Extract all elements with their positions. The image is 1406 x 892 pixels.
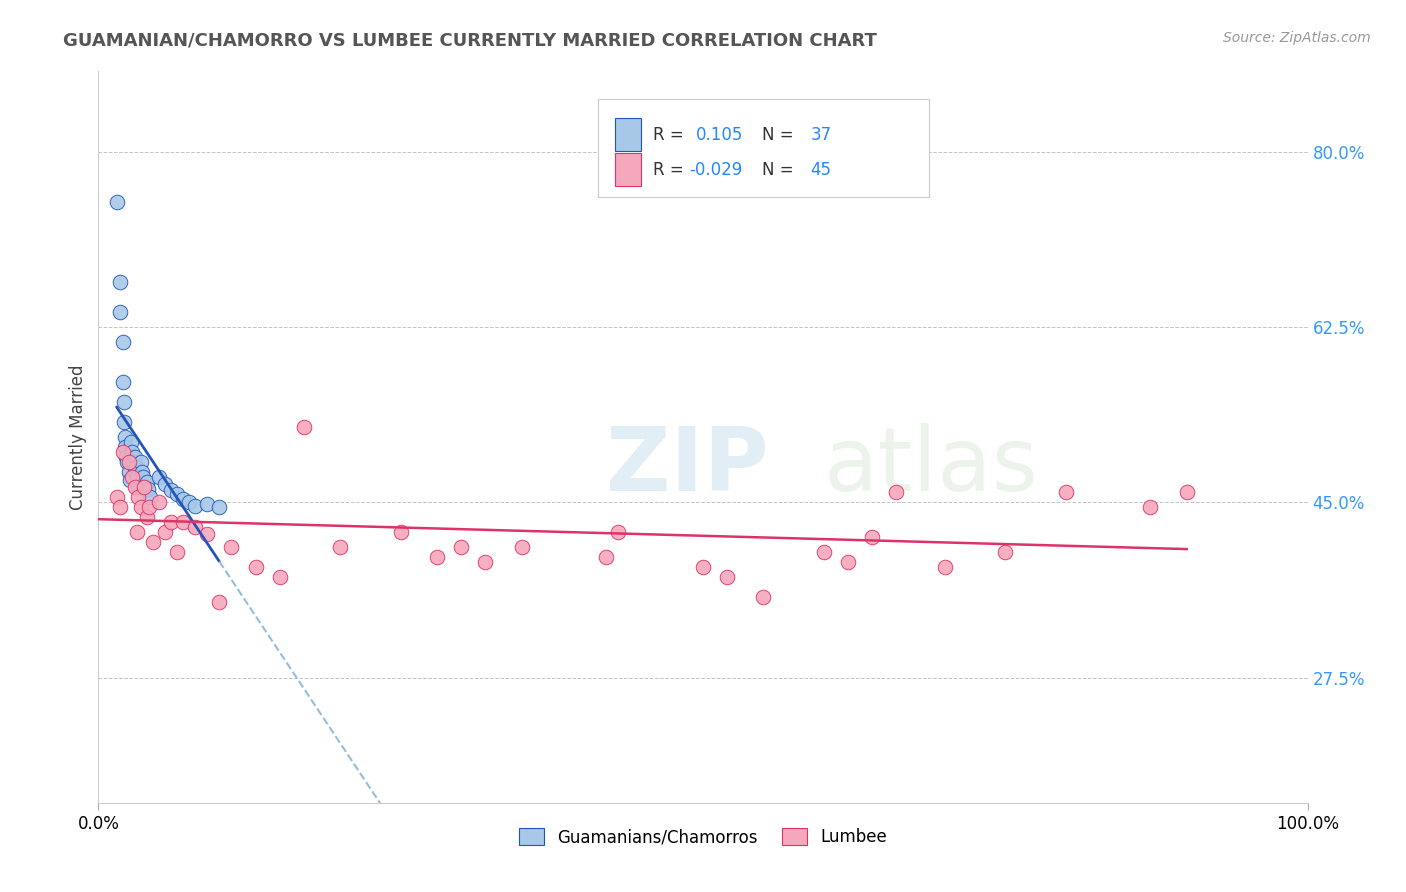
Point	[114, 430, 136, 444]
Point	[813, 545, 835, 559]
Point	[153, 525, 176, 540]
Point	[125, 460, 148, 475]
Text: -0.029: -0.029	[690, 161, 742, 178]
Point	[269, 570, 291, 584]
Point	[127, 480, 149, 494]
Point	[208, 500, 231, 515]
Point	[426, 550, 449, 565]
Point	[108, 305, 131, 319]
Text: R =: R =	[654, 126, 689, 144]
Text: ZIP: ZIP	[606, 423, 769, 510]
Point	[153, 477, 176, 491]
Point	[692, 560, 714, 574]
Point	[195, 497, 218, 511]
Point	[135, 475, 157, 490]
Point	[127, 525, 149, 540]
Bar	[614, 153, 641, 186]
Text: N =: N =	[762, 126, 799, 144]
Y-axis label: Currently Married: Currently Married	[69, 364, 87, 510]
Point	[131, 465, 153, 479]
FancyBboxPatch shape	[598, 99, 929, 197]
Point	[148, 470, 170, 484]
Point	[136, 482, 159, 496]
Point	[124, 465, 146, 479]
Point	[166, 487, 188, 501]
Point	[112, 415, 135, 429]
Point	[122, 455, 145, 469]
Point	[994, 545, 1017, 559]
Legend: Guamanians/Chamorros, Lumbee: Guamanians/Chamorros, Lumbee	[512, 822, 894, 853]
Point	[108, 500, 131, 515]
Point	[129, 455, 152, 469]
Point	[124, 480, 146, 494]
Point	[105, 194, 128, 209]
Point	[120, 435, 142, 450]
Point	[138, 500, 160, 515]
Point	[595, 550, 617, 565]
Point	[329, 541, 352, 555]
Point	[716, 570, 738, 584]
Point	[1175, 485, 1198, 500]
Point	[1139, 500, 1161, 515]
Point	[134, 480, 156, 494]
Point	[860, 530, 883, 544]
Point	[510, 541, 533, 555]
Point	[142, 535, 165, 549]
Point	[111, 375, 134, 389]
Text: 45: 45	[811, 161, 831, 178]
Point	[135, 510, 157, 524]
Point	[112, 395, 135, 409]
Point	[134, 480, 156, 494]
Text: 37: 37	[811, 126, 832, 144]
Point	[172, 492, 194, 507]
Point	[114, 440, 136, 454]
Point	[886, 485, 908, 500]
Point	[450, 541, 472, 555]
Point	[389, 525, 412, 540]
Point	[934, 560, 956, 574]
Point	[208, 595, 231, 609]
Point	[127, 490, 149, 504]
Point	[474, 555, 496, 569]
Point	[118, 465, 141, 479]
Point	[221, 541, 243, 555]
Text: R =: R =	[654, 161, 689, 178]
Point	[607, 525, 630, 540]
Point	[111, 334, 134, 349]
Text: GUAMANIAN/CHAMORRO VS LUMBEE CURRENTLY MARRIED CORRELATION CHART: GUAMANIAN/CHAMORRO VS LUMBEE CURRENTLY M…	[63, 31, 877, 49]
Text: atlas: atlas	[824, 423, 1039, 510]
Point	[132, 470, 155, 484]
Point	[160, 515, 183, 529]
Point	[124, 450, 146, 464]
Text: 0.105: 0.105	[696, 126, 744, 144]
Point	[292, 420, 315, 434]
Point	[121, 445, 143, 459]
Point	[117, 455, 139, 469]
Bar	[614, 119, 641, 152]
Point	[108, 275, 131, 289]
Point	[184, 520, 207, 534]
Point	[179, 495, 201, 509]
Point	[105, 490, 128, 504]
Point	[195, 527, 218, 541]
Point	[166, 545, 188, 559]
Point	[111, 445, 134, 459]
Point	[837, 555, 859, 569]
Point	[121, 470, 143, 484]
Point	[129, 500, 152, 515]
Text: Source: ZipAtlas.com: Source: ZipAtlas.com	[1223, 31, 1371, 45]
Point	[245, 560, 267, 574]
Point	[118, 473, 141, 487]
Point	[118, 455, 141, 469]
Point	[127, 470, 149, 484]
Point	[1054, 485, 1077, 500]
Point	[160, 483, 183, 498]
Text: N =: N =	[762, 161, 799, 178]
Point	[752, 591, 775, 605]
Point	[115, 450, 138, 464]
Point	[139, 490, 162, 504]
Point	[184, 500, 207, 514]
Point	[172, 515, 194, 529]
Point	[148, 495, 170, 509]
